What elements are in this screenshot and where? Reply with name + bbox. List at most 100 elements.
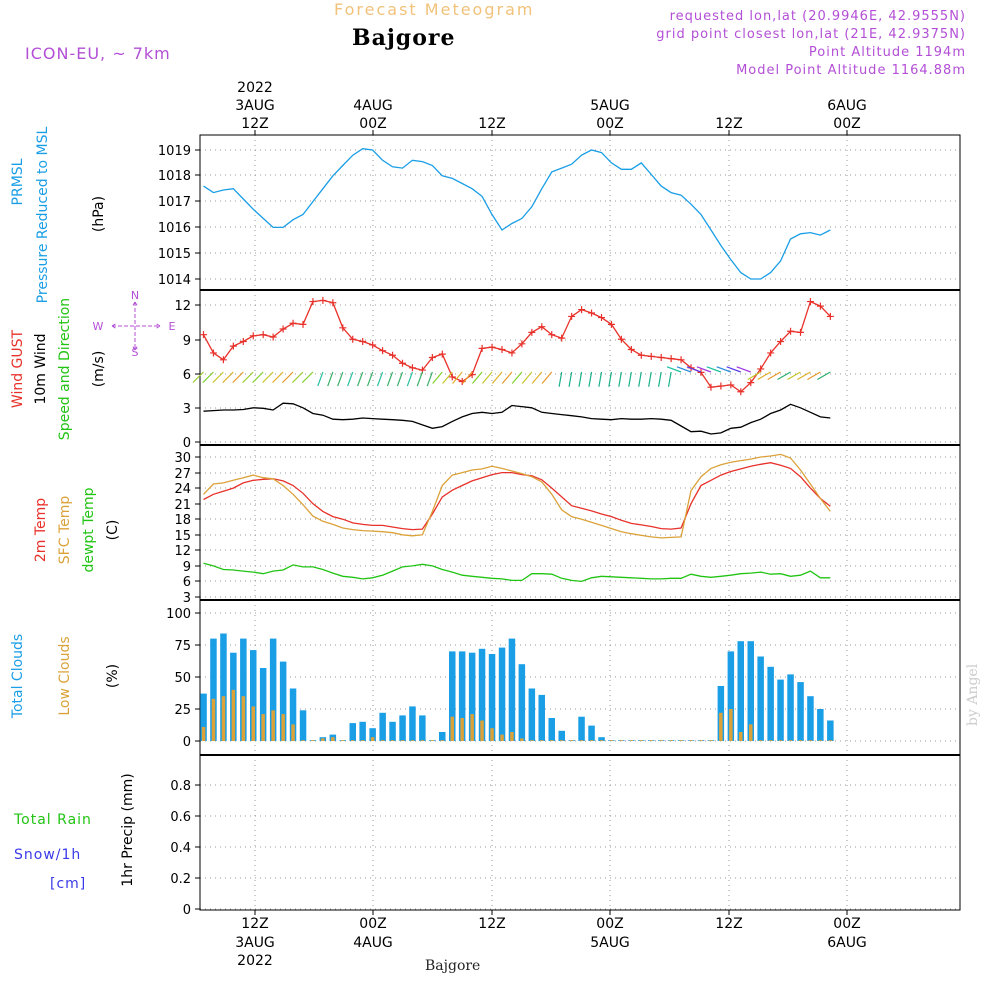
low-cloud-bar: [788, 740, 793, 741]
low-cloud-bar: [530, 740, 534, 741]
temp-series-line-2: [203, 562, 831, 583]
model-label: ICON-EU, ~ 7km: [25, 44, 171, 63]
low-cloud-bar: [589, 740, 594, 741]
wind-arrow: [558, 371, 563, 387]
gust-point: [717, 382, 725, 390]
total-cloud-bar: [279, 661, 287, 741]
low-cloud-bar: [798, 740, 803, 741]
low-cloud-bar: [201, 726, 206, 741]
total-cloud-bar: [508, 638, 516, 741]
gust-point: [647, 352, 655, 360]
y-tick-label: 1016: [158, 221, 191, 236]
temp-label-dewpt: dewpt Temp: [81, 487, 97, 572]
wind-arrow: [442, 371, 453, 384]
wind-arrow: [726, 366, 742, 373]
total-cloud-bar: [558, 730, 565, 741]
top-axis-day: 6AUG: [827, 98, 867, 114]
low-cloud-bar: [341, 740, 345, 741]
gust-point: [617, 335, 625, 343]
gust-point: [797, 328, 804, 336]
gust-point: [588, 309, 596, 317]
y-tick-label: 12: [174, 544, 191, 559]
low-cloud-bar: [739, 732, 743, 741]
total-cloud-bar: [767, 666, 774, 741]
temp-series-line-0: [203, 462, 831, 531]
total-cloud-bar: [578, 716, 585, 741]
wind-arrow: [638, 371, 642, 387]
chart-title: Forecast Meteogram: [334, 0, 535, 19]
total-cloud-bar: [737, 641, 744, 741]
temp-label-sfc: SFC Temp: [57, 496, 73, 565]
total-cloud-bar: [299, 710, 307, 741]
gust-point: [598, 314, 605, 322]
total-cloud-bar: [498, 647, 506, 741]
wind-arrow: [202, 371, 214, 384]
total-cloud-bar: [817, 709, 824, 741]
low-cloud-bar: [370, 737, 375, 741]
wind-arrow: [676, 366, 692, 373]
low-cloud-bar: [261, 714, 265, 741]
low-cloud-bar: [460, 718, 464, 741]
y-tick-label: 9: [183, 560, 191, 575]
wind-arrow: [787, 371, 801, 381]
temp-label-2m: 2m Temp: [33, 498, 49, 562]
wind-arrow: [588, 371, 593, 387]
wind-label-gust: Wind GUST: [10, 329, 26, 408]
bottom-axis-year: 2022: [237, 953, 273, 969]
wind-arrow: [301, 371, 314, 384]
total-cloud-bar: [399, 715, 406, 741]
precip-label-rain: Total Rain: [13, 812, 92, 828]
y-tick-label: 3: [183, 591, 191, 606]
point-altitude: Point Altitude 1194m: [808, 45, 966, 60]
wind-arrow: [501, 371, 513, 384]
gust-point: [369, 341, 377, 349]
gust-point: [319, 296, 327, 304]
low-cloud-bar: [440, 740, 444, 741]
compass-s: S: [132, 346, 139, 359]
total-cloud-bar: [289, 688, 297, 741]
y-tick-label: 27: [174, 467, 191, 482]
total-cloud-bar: [797, 682, 804, 741]
total-cloud-bar: [588, 725, 595, 741]
wind-arrow: [648, 371, 652, 387]
total-cloud-bar: [538, 694, 545, 741]
wind-arrow: [686, 366, 702, 373]
bottom-axis-hour: 00Z: [833, 916, 860, 932]
clouds-label-total: Total Clouds: [10, 634, 26, 719]
low-cloud-bar: [430, 740, 435, 741]
gust-point: [498, 346, 506, 354]
wind-arrow: [531, 371, 543, 384]
total-cloud-bar: [488, 654, 496, 741]
gust-point: [787, 327, 795, 335]
wind-arrow: [568, 371, 573, 387]
low-cloud-bar: [560, 740, 564, 741]
wind-arrow: [406, 371, 414, 387]
gust-point: [667, 355, 675, 363]
gust-point: [249, 332, 257, 340]
low-cloud-bar: [470, 714, 474, 741]
low-cloud-bar: [629, 740, 634, 741]
total-cloud-bar: [747, 641, 754, 741]
wind-arrow: [777, 371, 791, 381]
bottom-axis-day: 6AUG: [827, 935, 867, 951]
low-cloud-bar: [360, 740, 365, 741]
low-cloud-bar: [599, 740, 604, 741]
panel-frame-wind: [199, 289, 961, 446]
top-axis-hour: 00Z: [833, 116, 860, 132]
wind-arrow: [628, 371, 632, 387]
total-cloud-bar: [528, 688, 536, 741]
wind-arrow: [432, 371, 443, 384]
wind-arrow: [262, 371, 274, 384]
total-cloud-bar: [419, 715, 426, 741]
low-cloud-bar: [520, 738, 524, 741]
gust-point: [209, 349, 217, 357]
y-tick-label: 0.2: [170, 872, 191, 887]
gust-point: [816, 302, 824, 310]
wind-arrow: [471, 371, 483, 384]
gust-point: [279, 325, 287, 333]
y-tick-label: 1017: [158, 195, 191, 210]
low-cloud-bar: [311, 740, 315, 741]
gust-point: [767, 349, 775, 357]
wind-arrow: [222, 371, 234, 384]
gust-point: [826, 312, 834, 320]
